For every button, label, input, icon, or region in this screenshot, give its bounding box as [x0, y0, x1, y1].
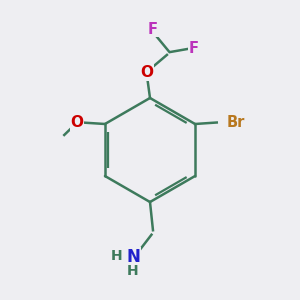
- Text: H: H: [111, 248, 122, 262]
- Text: Br: Br: [227, 115, 245, 130]
- Text: F: F: [189, 41, 199, 56]
- Text: F: F: [148, 22, 158, 37]
- Text: N: N: [127, 248, 141, 266]
- Text: O: O: [70, 115, 83, 130]
- Text: O: O: [140, 65, 154, 80]
- Text: H: H: [126, 264, 138, 278]
